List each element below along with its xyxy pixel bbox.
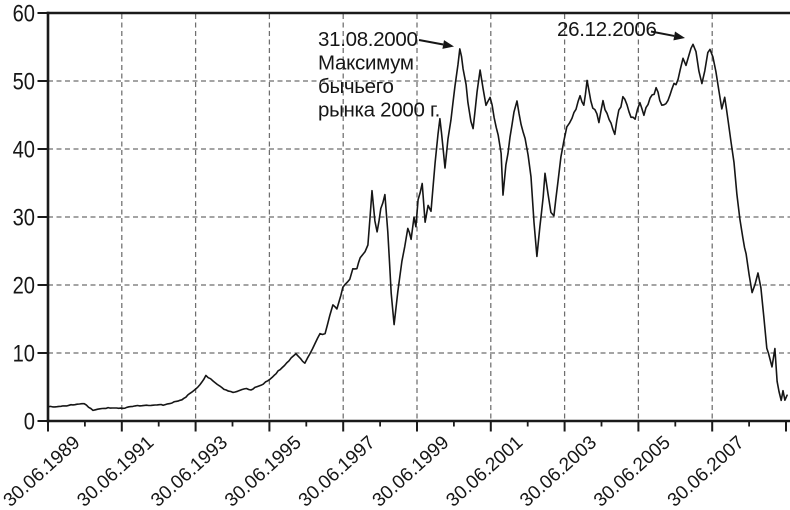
x-tick-label: 30.06.2003 — [516, 432, 601, 510]
y-tick-label: 0 — [24, 409, 35, 436]
y-tick-label: 50 — [13, 69, 35, 96]
x-axis-labels: 30.06.198930.06.199130.06.199330.06.1995… — [0, 432, 749, 510]
axes — [46, 11, 790, 423]
x-tick-label: 30.06.2001 — [442, 432, 527, 510]
annotation-text: бычьего — [318, 75, 394, 98]
x-tick-label: 30.06.2005 — [590, 432, 675, 510]
annotation-text: Максимум — [318, 52, 414, 75]
gridlines — [48, 14, 790, 421]
y-tick-label: 10 — [13, 341, 35, 368]
x-tick-label: 30.06.1999 — [369, 432, 454, 510]
y-axis-labels: 0 10 20 30 40 50 60 — [13, 1, 35, 436]
x-tick-label: 30.06.1991 — [73, 432, 158, 510]
y-tick-label: 20 — [13, 273, 35, 300]
annotation-arrowhead — [673, 31, 685, 41]
x-tick-label: 30.06.1995 — [221, 432, 306, 510]
x-tick-label: 30.06.1993 — [147, 432, 232, 510]
x-tick-label: 30.06.2007 — [664, 432, 749, 510]
x-tick-label: 30.06.1997 — [295, 432, 380, 510]
y-tick-label: 40 — [13, 137, 35, 164]
annotation-text: рынка 2000 г. — [318, 99, 440, 122]
axis-ticks — [37, 12, 787, 432]
annotation-arrow-line — [650, 30, 675, 37]
x-tick-label: 30.06.1989 — [0, 432, 84, 510]
y-tick-label: 60 — [13, 1, 35, 28]
annotation-text: 26.12.2006 — [557, 18, 657, 41]
annotation-arrow-line — [418, 39, 444, 46]
series-line — [48, 43, 788, 412]
y-tick-label: 30 — [13, 205, 35, 232]
annotation-text: 31.08.2000 — [318, 28, 418, 51]
price-line — [48, 43, 788, 412]
annotation-arrowhead — [442, 40, 454, 49]
